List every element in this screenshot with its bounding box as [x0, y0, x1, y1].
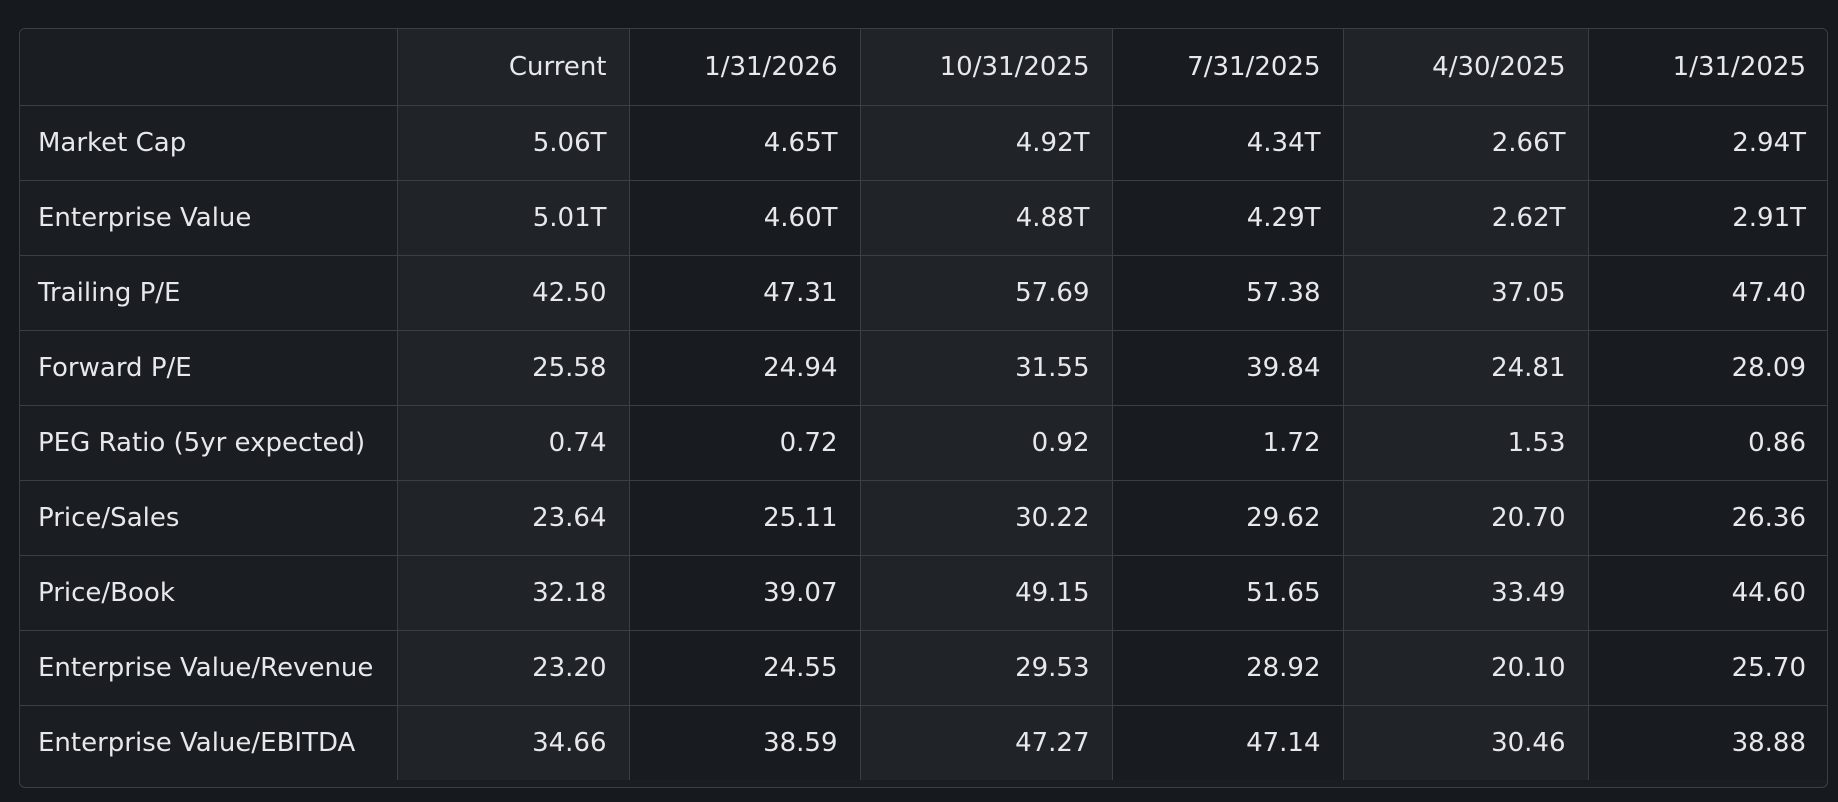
column-header-current: Current: [397, 29, 630, 106]
table-row: PEG Ratio (5yr expected) 0.74 0.72 0.92 1.72…: [20, 405, 1827, 481]
table-cell: 2.62T: [1343, 180, 1589, 256]
table-cell: 24.81: [1343, 330, 1589, 406]
row-label: Market Cap: [20, 105, 398, 181]
table-cell: 4.65T: [629, 105, 861, 181]
row-label: Forward P/E: [20, 330, 398, 406]
header-corner-cell: [20, 29, 398, 106]
table-cell: 5.06T: [397, 105, 630, 181]
table-cell: 30.22: [860, 480, 1113, 556]
table-cell: 30.46: [1343, 705, 1589, 780]
table-cell: 20.70: [1343, 480, 1589, 556]
table-cell: 38.59: [629, 705, 861, 780]
table-cell: 33.49: [1343, 555, 1589, 631]
table-cell: 0.74: [397, 405, 630, 481]
table-cell: 28.92: [1112, 630, 1344, 706]
table-cell: 24.94: [629, 330, 861, 406]
table-cell: 29.62: [1112, 480, 1344, 556]
table-cell: 32.18: [397, 555, 630, 631]
table-cell: 4.29T: [1112, 180, 1344, 256]
table-cell: 23.64: [397, 480, 630, 556]
table-cell: 29.53: [860, 630, 1113, 706]
table-cell: 2.66T: [1343, 105, 1589, 181]
table-row: Price/Book 32.18 39.07 49.15 51.65 33.49 44.60: [20, 555, 1827, 631]
table-cell: 0.92: [860, 405, 1113, 481]
table-cell: 4.34T: [1112, 105, 1344, 181]
valuation-measures-table-frame: Current 1/31/2026 10/31/2025 7/31/2025 4…: [19, 28, 1828, 788]
table-cell: 47.40: [1588, 255, 1827, 331]
row-label: Enterprise Value: [20, 180, 398, 256]
table-cell: 24.55: [629, 630, 861, 706]
column-header-date: 1/31/2025: [1588, 29, 1827, 106]
table-cell: 57.38: [1112, 255, 1344, 331]
table-cell: 49.15: [860, 555, 1113, 631]
row-label: Enterprise Value/Revenue: [20, 630, 398, 706]
table-cell: 23.20: [397, 630, 630, 706]
table-cell: 51.65: [1112, 555, 1344, 631]
column-header-date: 4/30/2025: [1343, 29, 1589, 106]
column-header-date: 1/31/2026: [629, 29, 861, 106]
table-cell: 25.11: [629, 480, 861, 556]
table-cell: 2.91T: [1588, 180, 1827, 256]
table-cell: 25.58: [397, 330, 630, 406]
column-header-date: 7/31/2025: [1112, 29, 1344, 106]
row-label: Trailing P/E: [20, 255, 398, 331]
table-cell: 39.84: [1112, 330, 1344, 406]
valuation-measures-table: Current 1/31/2026 10/31/2025 7/31/2025 4…: [20, 29, 1827, 780]
table-row: Forward P/E 25.58 24.94 31.55 39.84 24.81 28.0…: [20, 330, 1827, 406]
table-cell: 37.05: [1343, 255, 1589, 331]
table-row: Enterprise Value/EBITDA 34.66 38.59 47.27 47…: [20, 705, 1827, 780]
table-row: Enterprise Value 5.01T 4.60T 4.88T 4.29T 2.62…: [20, 180, 1827, 256]
table-header-row: Current 1/31/2026 10/31/2025 7/31/2025 4…: [20, 29, 1827, 106]
table-row: Market Cap 5.06T 4.65T 4.92T 4.34T 2.66T 2.94T: [20, 105, 1827, 181]
table-cell: 42.50: [397, 255, 630, 331]
row-label: Enterprise Value/EBITDA: [20, 705, 398, 780]
row-label: Price/Sales: [20, 480, 398, 556]
table-cell: 1.53: [1343, 405, 1589, 481]
column-header-date: 10/31/2025: [860, 29, 1113, 106]
table-cell: 28.09: [1588, 330, 1827, 406]
table-cell: 26.36: [1588, 480, 1827, 556]
row-label: Price/Book: [20, 555, 398, 631]
table-cell: 4.88T: [860, 180, 1113, 256]
table-cell: 2.94T: [1588, 105, 1827, 181]
table-cell: 5.01T: [397, 180, 630, 256]
table-cell: 1.72: [1112, 405, 1344, 481]
table-cell: 44.60: [1588, 555, 1827, 631]
table-cell: 57.69: [860, 255, 1113, 331]
row-label: PEG Ratio (5yr expected): [20, 405, 398, 481]
table-cell: 31.55: [860, 330, 1113, 406]
table-row: Enterprise Value/Revenue 23.20 24.55 29.53 2…: [20, 630, 1827, 706]
table-row: Trailing P/E 42.50 47.31 57.69 57.38 37.05 47.…: [20, 255, 1827, 331]
table-cell: 20.10: [1343, 630, 1589, 706]
table-cell: 47.27: [860, 705, 1113, 780]
table-cell: 47.14: [1112, 705, 1344, 780]
table-cell: 0.86: [1588, 405, 1827, 481]
table-cell: 38.88: [1588, 705, 1827, 780]
table-cell: 4.92T: [860, 105, 1113, 181]
table-cell: 0.72: [629, 405, 861, 481]
table-cell: 47.31: [629, 255, 861, 331]
table-cell: 4.60T: [629, 180, 861, 256]
table-cell: 39.07: [629, 555, 861, 631]
table-cell: 25.70: [1588, 630, 1827, 706]
table-row: Price/Sales 23.64 25.11 30.22 29.62 20.70 26.3…: [20, 480, 1827, 556]
table-cell: 34.66: [397, 705, 630, 780]
